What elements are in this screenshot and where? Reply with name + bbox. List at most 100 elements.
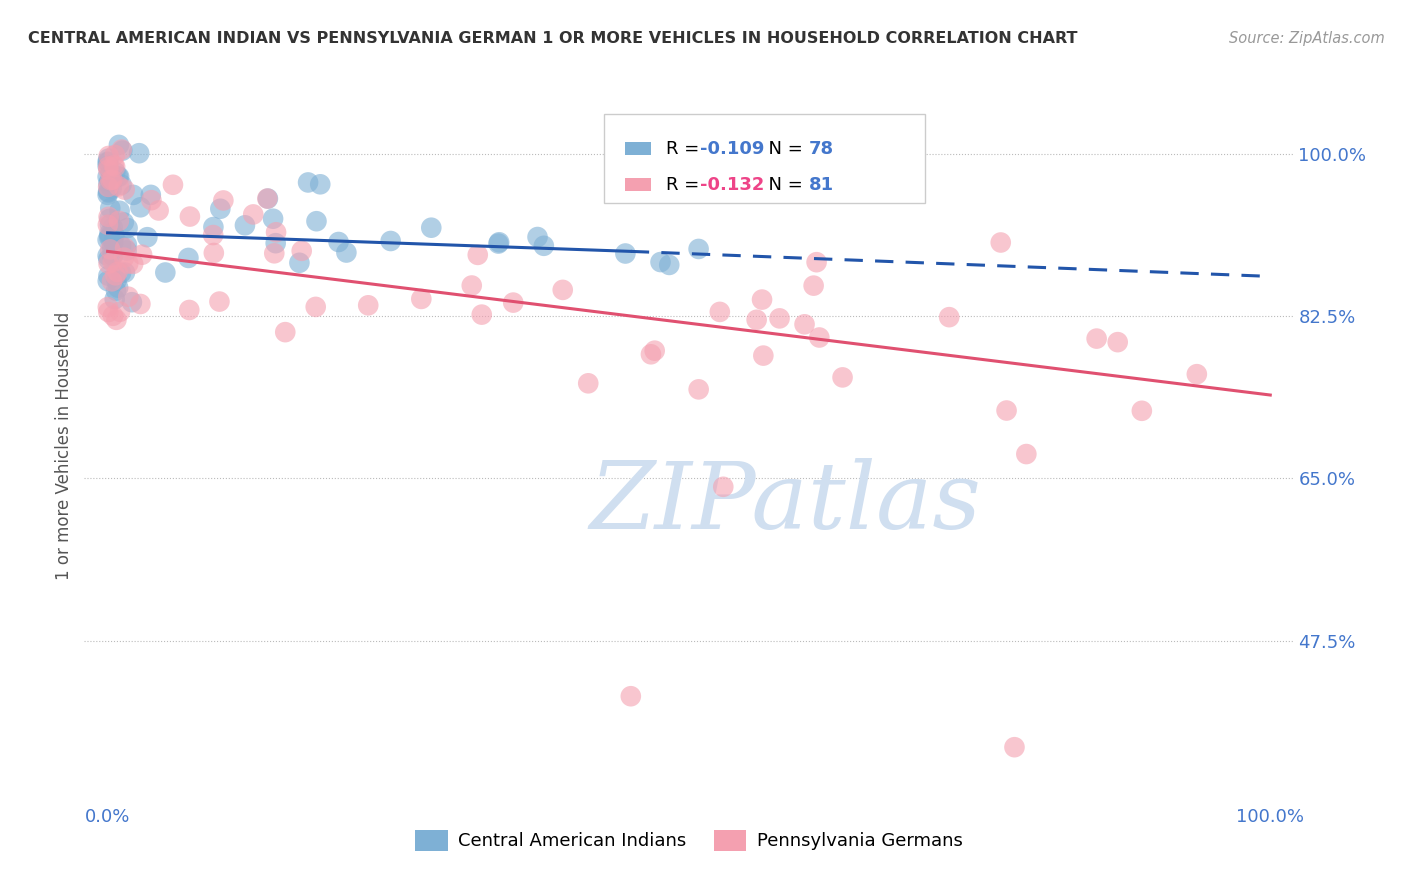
Point bbox=[114, 266, 136, 280]
Point bbox=[117, 221, 139, 235]
Point bbox=[202, 228, 225, 243]
Point bbox=[688, 383, 710, 397]
Point bbox=[533, 239, 555, 253]
Point bbox=[305, 300, 328, 314]
Point bbox=[768, 311, 790, 326]
Point bbox=[97, 154, 120, 169]
Point bbox=[122, 187, 145, 202]
Text: R =: R = bbox=[666, 176, 704, 194]
Point bbox=[745, 313, 768, 327]
Point bbox=[97, 249, 120, 263]
Point bbox=[212, 194, 235, 208]
Point bbox=[526, 230, 548, 244]
Point bbox=[101, 169, 124, 184]
Point bbox=[97, 169, 120, 184]
Point bbox=[938, 310, 960, 325]
Point bbox=[108, 137, 131, 152]
Point bbox=[309, 178, 332, 192]
Point bbox=[101, 241, 124, 255]
Text: R =: R = bbox=[666, 140, 704, 158]
Point bbox=[688, 242, 710, 256]
Point bbox=[108, 203, 131, 218]
Point bbox=[110, 239, 132, 253]
Point bbox=[97, 274, 120, 288]
Text: 81: 81 bbox=[808, 176, 834, 194]
Point bbox=[806, 255, 828, 269]
Point bbox=[110, 178, 132, 192]
Point bbox=[274, 325, 297, 339]
Point bbox=[711, 480, 734, 494]
Point bbox=[1015, 447, 1038, 461]
Point bbox=[128, 146, 150, 161]
Point bbox=[551, 283, 574, 297]
Point bbox=[155, 265, 177, 279]
Point bbox=[139, 187, 162, 202]
Point bbox=[131, 248, 153, 262]
Point bbox=[179, 303, 201, 318]
Point bbox=[640, 347, 662, 361]
Point bbox=[291, 244, 314, 258]
Point bbox=[97, 162, 120, 177]
Point bbox=[104, 165, 127, 179]
Point bbox=[380, 234, 402, 248]
Point bbox=[104, 268, 127, 283]
Point bbox=[751, 293, 773, 307]
Point bbox=[97, 268, 120, 283]
Point bbox=[97, 177, 120, 191]
Point bbox=[104, 284, 127, 298]
Text: ZIPatlas: ZIPatlas bbox=[589, 458, 981, 548]
Point bbox=[114, 183, 136, 197]
Point bbox=[100, 173, 122, 187]
Point bbox=[263, 246, 285, 260]
Y-axis label: 1 or more Vehicles in Household: 1 or more Vehicles in Household bbox=[55, 312, 73, 580]
Point bbox=[793, 318, 815, 332]
Point bbox=[98, 230, 121, 244]
Point bbox=[121, 295, 143, 310]
Point bbox=[107, 169, 129, 184]
Point bbox=[104, 160, 127, 174]
Point bbox=[98, 218, 121, 232]
Point bbox=[658, 258, 681, 272]
Point bbox=[644, 343, 666, 358]
FancyBboxPatch shape bbox=[624, 178, 651, 191]
Point bbox=[97, 186, 120, 200]
Point bbox=[97, 305, 120, 319]
Point bbox=[98, 211, 121, 226]
Point bbox=[179, 210, 201, 224]
Point bbox=[148, 203, 170, 218]
Point bbox=[357, 298, 380, 312]
Point bbox=[97, 160, 120, 174]
Point bbox=[101, 309, 124, 323]
Point bbox=[97, 187, 120, 202]
Point bbox=[420, 220, 443, 235]
Point bbox=[98, 229, 121, 244]
Point bbox=[471, 308, 494, 322]
Point bbox=[262, 211, 284, 226]
FancyBboxPatch shape bbox=[624, 142, 651, 155]
Point bbox=[576, 376, 599, 391]
Point bbox=[990, 235, 1012, 250]
Point bbox=[112, 215, 135, 229]
Point bbox=[107, 265, 129, 279]
Point bbox=[112, 251, 135, 265]
Point bbox=[97, 218, 120, 232]
Point bbox=[105, 274, 128, 288]
Point bbox=[97, 233, 120, 247]
Point bbox=[467, 248, 489, 262]
Point bbox=[101, 249, 124, 263]
Point bbox=[108, 169, 131, 184]
Point bbox=[177, 251, 200, 265]
Point bbox=[141, 193, 163, 207]
Point bbox=[335, 245, 357, 260]
Point bbox=[104, 292, 127, 306]
Point bbox=[97, 155, 120, 169]
Point bbox=[257, 192, 280, 206]
Point bbox=[297, 176, 319, 190]
Text: -0.132: -0.132 bbox=[700, 176, 765, 194]
Point bbox=[97, 179, 120, 194]
Point bbox=[995, 403, 1018, 417]
Point bbox=[202, 220, 225, 235]
Point bbox=[115, 237, 138, 252]
Point bbox=[98, 227, 121, 241]
Point bbox=[97, 210, 120, 224]
